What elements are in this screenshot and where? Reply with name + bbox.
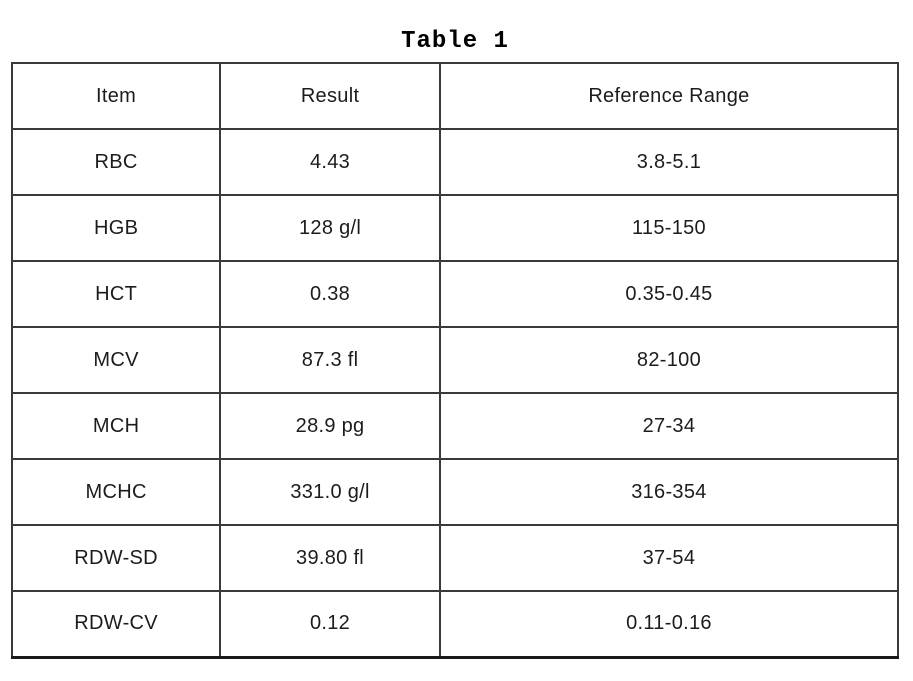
table-header-row: Item Result Reference Range bbox=[10, 62, 900, 130]
cell-reference-range: 37-54 bbox=[438, 524, 900, 592]
cell-reference-range: 115-150 bbox=[438, 194, 900, 262]
cell-item: RBC bbox=[10, 128, 222, 196]
table-row-mch: MCH 28.9 pg 27-34 bbox=[10, 392, 900, 460]
column-header-item: Item bbox=[10, 62, 222, 130]
column-header-result: Result bbox=[219, 62, 441, 130]
table-row-rdw-cv: RDW-CV 0.12 0.11-0.16 bbox=[10, 590, 900, 659]
cell-result: 0.38 bbox=[219, 260, 441, 328]
cell-result: 4.43 bbox=[219, 128, 441, 196]
cell-item: HGB bbox=[10, 194, 222, 262]
cell-reference-range: 3.8-5.1 bbox=[438, 128, 900, 196]
table-row-rbc: RBC 4.43 3.8-5.1 bbox=[10, 128, 900, 196]
cell-result: 39.80 fl bbox=[219, 524, 441, 592]
table-row-mchc: MCHC 331.0 g/l 316-354 bbox=[10, 458, 900, 526]
table-row-rdw-sd: RDW-SD 39.80 fl 37-54 bbox=[10, 524, 900, 592]
cell-item: HCT bbox=[10, 260, 222, 328]
cell-reference-range: 316-354 bbox=[438, 458, 900, 526]
cell-item: MCHC bbox=[10, 458, 222, 526]
cell-reference-range: 27-34 bbox=[438, 392, 900, 460]
cell-result: 87.3 fl bbox=[219, 326, 441, 394]
cell-item: RDW-SD bbox=[10, 524, 222, 592]
cell-result: 28.9 pg bbox=[219, 392, 441, 460]
table-row-mcv: MCV 87.3 fl 82-100 bbox=[10, 326, 900, 394]
cell-reference-range: 0.35-0.45 bbox=[438, 260, 900, 328]
table-row-hct: HCT 0.38 0.35-0.45 bbox=[10, 260, 900, 328]
cell-result: 0.12 bbox=[219, 590, 441, 659]
cell-result: 331.0 g/l bbox=[219, 458, 441, 526]
column-header-reference-range: Reference Range bbox=[438, 62, 900, 130]
cell-reference-range: 82-100 bbox=[438, 326, 900, 394]
cell-item: MCV bbox=[10, 326, 222, 394]
cell-result: 128 g/l bbox=[219, 194, 441, 262]
table-title: Table 1 bbox=[401, 28, 509, 55]
table-row-hgb: HGB 128 g/l 115-150 bbox=[10, 194, 900, 262]
cell-item: RDW-CV bbox=[10, 590, 222, 659]
cell-item: MCH bbox=[10, 392, 222, 460]
cell-reference-range: 0.11-0.16 bbox=[438, 590, 900, 659]
lab-results-table: Item Result Reference Range RBC 4.43 3.8… bbox=[10, 62, 900, 659]
